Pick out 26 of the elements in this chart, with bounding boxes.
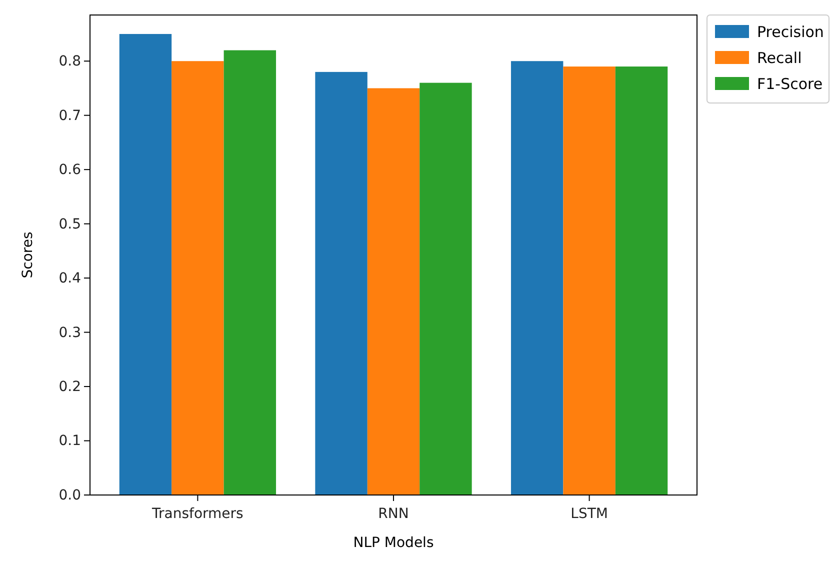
y-tick-label: 0.2 xyxy=(58,379,81,396)
x-tick-label: Transformers xyxy=(151,506,244,522)
bar xyxy=(172,61,224,495)
bar xyxy=(119,34,172,495)
y-tick-label: 0.8 xyxy=(58,54,81,70)
bar xyxy=(615,66,668,495)
legend-label: Precision xyxy=(757,23,824,41)
y-tick-label: 0.5 xyxy=(58,216,81,232)
y-tick-label: 0.4 xyxy=(58,270,82,287)
y-tick-label: 0.3 xyxy=(58,324,81,341)
y-tick-label: 0.7 xyxy=(58,108,81,124)
legend-label: F1-Score xyxy=(757,75,823,93)
x-tick-label: LSTM xyxy=(570,506,608,522)
legend-label: Recall xyxy=(757,49,802,67)
y-tick-label: 0.6 xyxy=(58,162,82,178)
x-axis-title: NLP Models xyxy=(353,535,434,551)
bar xyxy=(367,88,420,495)
bar xyxy=(315,72,368,495)
x-tick-label: RNN xyxy=(378,506,409,522)
y-tick-label: 0.1 xyxy=(58,433,81,450)
bar xyxy=(563,66,616,495)
y-axis-title: Scores xyxy=(20,232,36,278)
y-tick-label: 0.0 xyxy=(58,487,81,504)
bar xyxy=(510,61,564,495)
bar xyxy=(224,50,276,495)
bar xyxy=(420,82,472,495)
